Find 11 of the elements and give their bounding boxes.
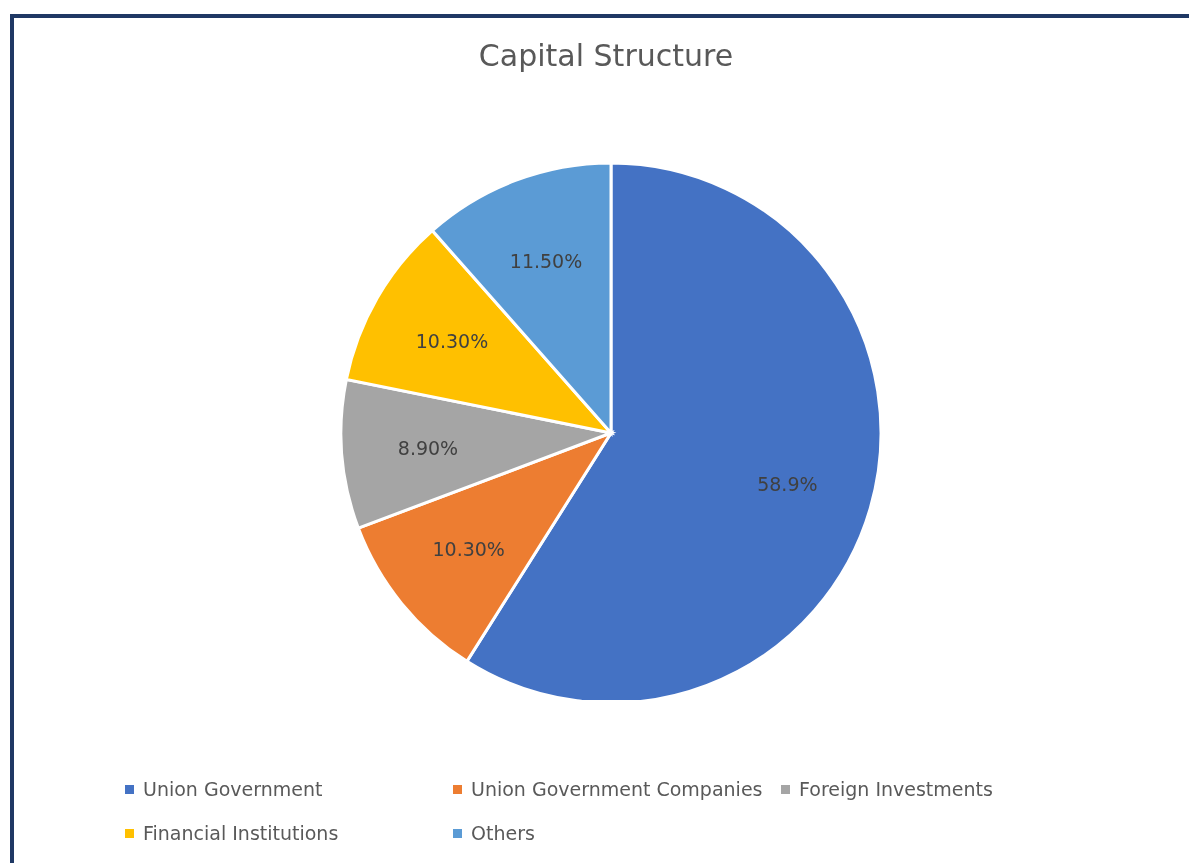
- data-label: 58.9%: [757, 473, 818, 495]
- legend-label: Financial Institutions: [143, 822, 339, 844]
- chart-title: Capital Structure: [477, 38, 735, 73]
- data-label: 10.30%: [432, 538, 505, 561]
- data-label: 11.50%: [509, 250, 583, 273]
- data-label: 8.90%: [397, 436, 459, 459]
- legend-label: Union Government Companies: [471, 778, 763, 800]
- legend-label: Others: [471, 822, 535, 844]
- data-label: 10.30%: [415, 330, 489, 353]
- legend-label: Foreign Investments: [799, 778, 993, 800]
- legend-label: Union Government: [143, 778, 323, 800]
